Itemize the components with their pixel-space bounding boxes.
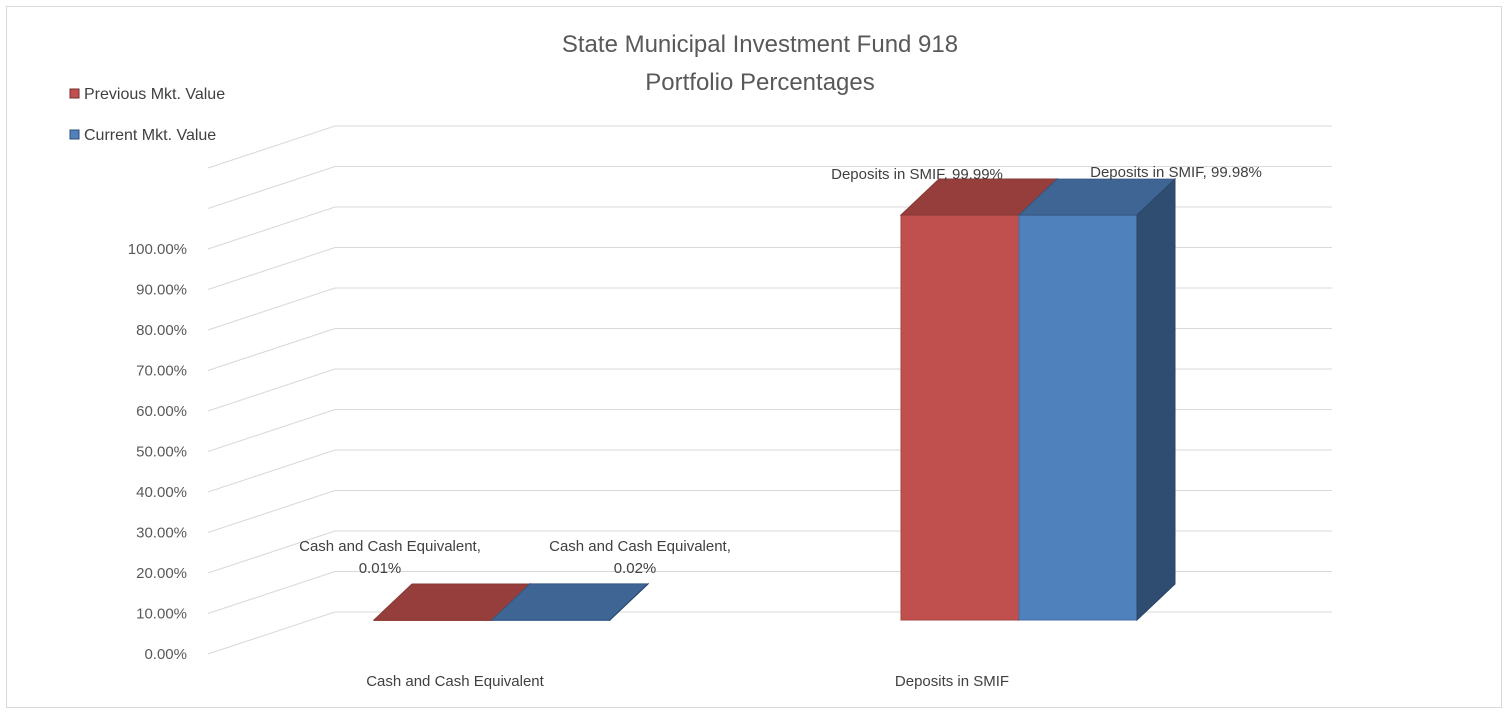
bar-0-1 (490, 582, 650, 622)
data-label: Cash and Cash Equivalent, 0.01% (299, 538, 481, 577)
gridline-side (207, 328, 336, 371)
data-labels: Cash and Cash Equivalent, 0.01% Cash and C… (299, 164, 1262, 577)
data-label: Cash and Cash Equivalent, 0.02% (549, 538, 731, 577)
y-tick-label: 50.00% (136, 444, 187, 461)
y-tick-label: 40.00% (136, 484, 187, 501)
gridline-side (207, 247, 336, 290)
data-label: Deposits in SMIF, 99.99% (831, 166, 1003, 183)
data-label: Deposits in SMIF, 99.98% (1090, 164, 1262, 181)
y-tick-label: 100.00% (128, 241, 187, 258)
bar-front-face (1018, 214, 1138, 621)
chart-title: State Municipal Investment Fund 918 (562, 31, 958, 58)
legend-item: Current Mkt. Value (69, 127, 216, 144)
y-tick-label: 90.00% (136, 282, 187, 299)
gridline-side (207, 611, 336, 655)
gridline-side (207, 530, 336, 574)
gridline-side (207, 571, 336, 614)
gridline-side (207, 490, 336, 533)
legend-label: Current Mkt. Value (84, 127, 216, 144)
gridline-side (207, 368, 336, 412)
gridline-side (207, 449, 336, 493)
y-tick-label: 80.00% (136, 322, 187, 339)
bar-side-face (609, 582, 649, 622)
gridline-side (207, 125, 336, 169)
y-tick-label: 70.00% (136, 363, 187, 380)
chart-subtitle: Portfolio Percentages (645, 69, 874, 96)
legend-item: Previous Mkt. Value (69, 86, 225, 103)
x-axis-categories: Cash and Cash Equivalent Deposits in SMIF (366, 673, 1009, 690)
y-tick-label: 30.00% (136, 525, 187, 542)
bar-side-face (1136, 177, 1176, 622)
gridline-side (207, 166, 336, 209)
y-tick-label: 0.00% (144, 646, 187, 663)
y-tick-label: 20.00% (136, 565, 187, 582)
chart-frame (6, 6, 1502, 708)
y-axis-ticks: 0.00% 10.00% 20.00% 30.00% 40.00% 50.00% 60.00… (128, 241, 187, 663)
gridline-side (207, 287, 336, 331)
y-tick-label: 60.00% (136, 403, 187, 420)
legend: Previous Mkt. Value Current Mkt. Value (69, 86, 225, 144)
legend-swatch (69, 88, 80, 99)
legend-swatch (69, 129, 80, 140)
bar-1-1 (1017, 177, 1177, 622)
bar-front-face (900, 214, 1020, 621)
legend-label: Previous Mkt. Value (84, 86, 225, 103)
x-category-label: Deposits in SMIF (895, 673, 1009, 690)
y-tick-label: 10.00% (136, 606, 187, 623)
gridline-side (207, 409, 336, 452)
gridline-side (207, 206, 336, 250)
bars (372, 177, 1177, 622)
x-category-label: Cash and Cash Equivalent (366, 673, 544, 690)
